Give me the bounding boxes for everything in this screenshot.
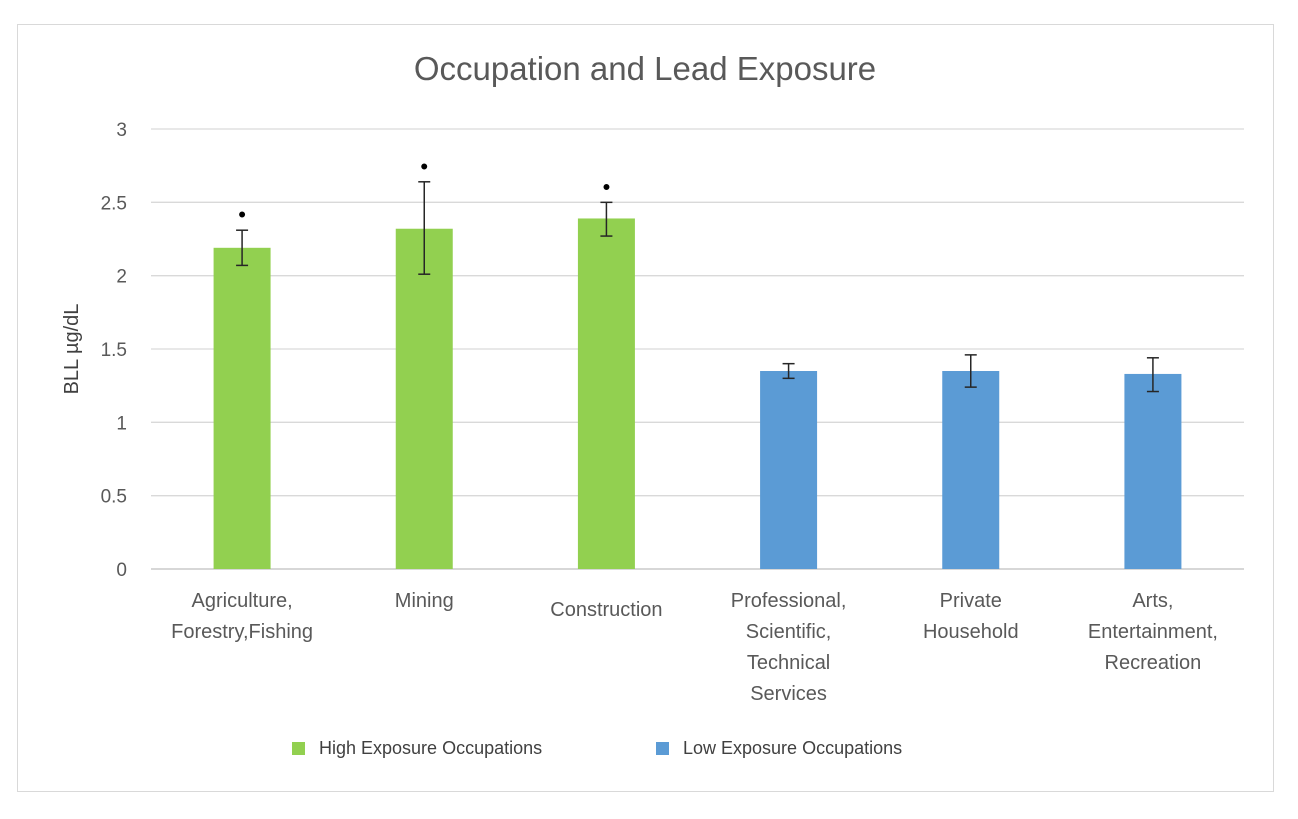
- x-tick-label: Construction: [550, 599, 662, 621]
- x-tick-label-line: Services: [750, 683, 827, 705]
- x-tick-label: Agriculture, Forestry,Fishing: [171, 590, 313, 643]
- y-tick-label: 3: [116, 120, 127, 141]
- x-tick-label-line: Professional,: [731, 590, 847, 612]
- legend-label-low: Low Exposure Occupations: [683, 738, 903, 758]
- x-tick-label-line: Recreation: [1105, 652, 1202, 674]
- bar: [395, 228, 453, 569]
- significance-marker: •: [603, 174, 611, 199]
- x-tick-label: Arts, Entertainment, Recreation: [1088, 590, 1218, 674]
- x-tick-label-line: Entertainment,: [1088, 621, 1218, 643]
- y-tick-label: 1.5: [101, 340, 127, 361]
- legend-item-low: Low Exposure Occupations: [656, 738, 902, 759]
- x-tick-label-line: Mining: [395, 590, 454, 612]
- legend: High Exposure Occupations Low Exposure O…: [0, 738, 1298, 768]
- x-tick-label-line: Construction: [550, 599, 662, 621]
- x-tick-label: Private Household: [923, 590, 1019, 643]
- x-tick-label-line: Arts,: [1132, 590, 1173, 612]
- legend-swatch-low: [656, 742, 669, 755]
- legend-swatch-high: [292, 742, 305, 755]
- bar: [213, 247, 271, 570]
- significance-marker: •: [238, 202, 246, 227]
- y-tick-label: 0.5: [101, 487, 127, 508]
- x-tick-label: Mining: [395, 590, 454, 612]
- y-tick-label: 2: [116, 267, 127, 288]
- x-tick-label-line: Technical: [747, 652, 830, 674]
- x-tick-label-line: Forestry,Fishing: [171, 621, 313, 643]
- x-tick-label-line: Private: [940, 590, 1002, 612]
- y-tick-label: 1: [116, 413, 127, 434]
- y-axis-label: BLL µg/dL: [61, 304, 83, 395]
- y-tick-label: 0: [116, 560, 127, 581]
- x-tick-label-line: Agriculture,: [192, 590, 293, 612]
- x-tick-label-line: Household: [923, 621, 1019, 643]
- legend-item-high: High Exposure Occupations: [292, 738, 542, 759]
- chart-title: Occupation and Lead Exposure: [413, 50, 877, 87]
- bar: [942, 371, 1000, 569]
- significance-marker: •: [420, 154, 428, 179]
- legend-label-high: High Exposure Occupations: [319, 738, 543, 758]
- x-tick-label: Professional, Scientific, Technical Service…: [731, 590, 847, 705]
- y-tick-label: 2.5: [101, 193, 127, 214]
- bar: [577, 218, 635, 569]
- x-tick-label-line: Scientific,: [746, 621, 832, 643]
- bar: [1124, 373, 1182, 569]
- bar: [760, 371, 818, 569]
